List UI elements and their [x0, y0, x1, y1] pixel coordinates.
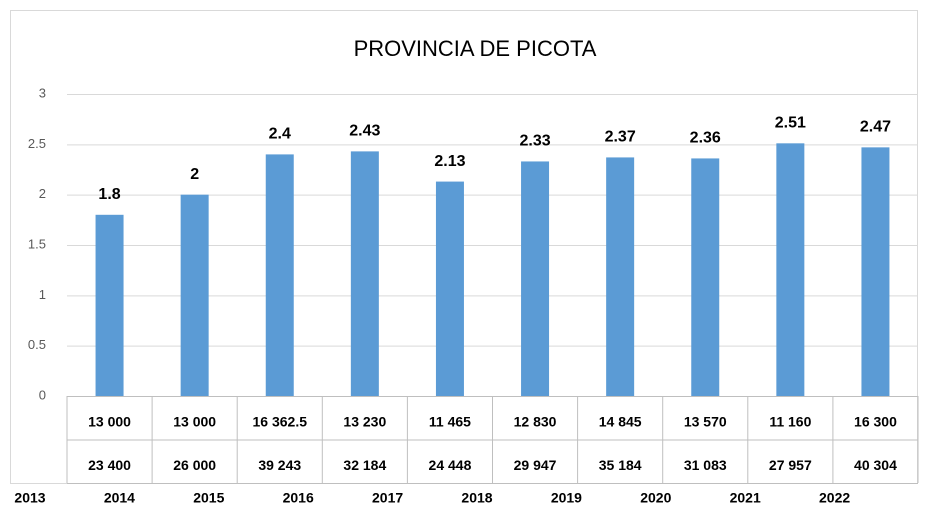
table-cell: 13 570 [684, 414, 727, 430]
bar [521, 161, 550, 396]
table-cell: 29 947 [514, 457, 557, 473]
x-tick-label: 2015 [193, 490, 224, 506]
table-cell: 27 957 [769, 457, 812, 473]
table-cell: 39 243 [258, 457, 301, 473]
data-label: 2.13 [434, 153, 465, 170]
x-tick-label: 2013 [14, 490, 45, 506]
table-cell: 11 160 [769, 414, 811, 430]
bar [435, 181, 464, 396]
x-tick-label: 2017 [372, 490, 403, 506]
x-tick-label: 2019 [551, 490, 582, 506]
table-cell: 13 000 [88, 414, 131, 430]
chart-border [10, 10, 918, 484]
table-cell: 31 083 [684, 457, 727, 473]
table-cell: 11 465 [429, 414, 471, 430]
bar [265, 154, 294, 396]
data-label: 2.37 [605, 129, 636, 146]
data-label: 2.43 [349, 123, 380, 140]
bar [95, 214, 124, 396]
table-cell: 16 362.5 [253, 414, 308, 430]
data-label: 2 [190, 166, 199, 183]
table-cell: 23 400 [88, 457, 131, 473]
table-cell: 35 184 [599, 457, 642, 473]
table-cell: 26 000 [173, 457, 216, 473]
data-label: 1.8 [98, 186, 120, 203]
data-label: 2.4 [269, 126, 291, 143]
data-label: 2.51 [775, 115, 806, 132]
table-cell: 13 230 [343, 414, 386, 430]
chart-title: PROVINCIA DE PICOTA [354, 36, 597, 61]
table-cell: 24 448 [429, 457, 472, 473]
x-tick-label: 2020 [640, 490, 671, 506]
table-cell: 16 300 [854, 414, 897, 430]
y-tick-label: 1 [39, 287, 46, 302]
table-cell: 40 304 [854, 457, 897, 473]
x-tick-label: 2018 [461, 490, 492, 506]
bar [180, 194, 209, 396]
table-cell: 14 845 [599, 414, 642, 430]
data-label: 2.33 [519, 133, 550, 150]
y-tick-label: 0 [39, 387, 46, 402]
x-tick-label: 2022 [819, 490, 850, 506]
data-label: 2.47 [860, 119, 891, 136]
y-tick-label: 3 [39, 85, 46, 100]
bar [776, 143, 805, 396]
bar [861, 147, 890, 396]
table-cell: 13 000 [173, 414, 216, 430]
x-tick-label: 2016 [283, 490, 314, 506]
y-tick-label: 1.5 [28, 236, 46, 251]
bar [606, 157, 635, 396]
bar [691, 158, 720, 396]
table-cell: 12 830 [514, 414, 557, 430]
x-tick-label: 2021 [730, 490, 761, 506]
y-tick-label: 2 [39, 186, 46, 201]
data-label: 2.36 [690, 130, 721, 147]
bar [350, 151, 379, 396]
table-cell: 32 184 [343, 457, 386, 473]
y-tick-label: 2.5 [28, 136, 46, 151]
x-tick-label: 2014 [104, 490, 135, 506]
y-tick-label: 0.5 [28, 337, 46, 352]
